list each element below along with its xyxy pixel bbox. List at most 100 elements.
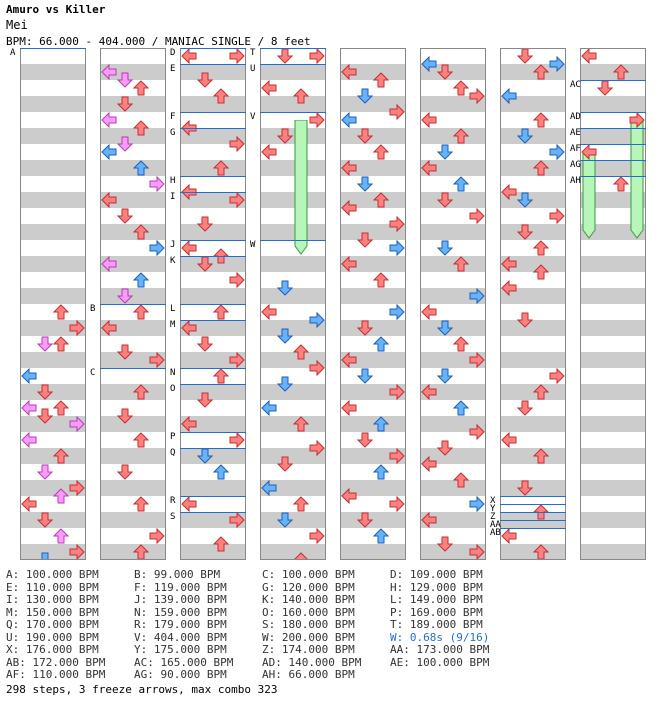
step-arrow-down	[196, 392, 214, 412]
beat-band	[340, 96, 406, 112]
step-arrow-left	[341, 63, 357, 84]
bpm-change-line	[500, 512, 566, 513]
beat-band	[500, 224, 566, 240]
step-arrow-up	[452, 176, 470, 196]
step-arrow-right	[389, 103, 405, 124]
step-arrow-up	[132, 432, 150, 452]
beat-band	[20, 288, 86, 304]
step-arrow-right	[149, 351, 165, 372]
step-arrow-up	[372, 336, 390, 356]
beat-band	[20, 352, 86, 368]
bpm-change-line	[260, 48, 326, 49]
beat-band	[500, 64, 566, 80]
bpm-change-line	[260, 64, 326, 65]
bpm-change-label: AC	[570, 80, 581, 90]
beat-band	[580, 320, 646, 336]
beat-band	[500, 160, 566, 176]
step-arrow-up	[532, 264, 550, 284]
step-arrow-up	[212, 368, 230, 388]
step-arrow-left	[501, 279, 517, 300]
step-arrow-down	[276, 48, 294, 68]
step-arrow-right	[469, 543, 485, 560]
beat-band	[180, 448, 246, 464]
beat-band	[500, 192, 566, 208]
step-arrow-down	[356, 368, 374, 388]
bpm-change-line	[180, 432, 246, 433]
step-arrow-left	[501, 255, 517, 276]
bpm-entry: I: 130.000 BPM	[6, 593, 99, 606]
beat-band	[500, 544, 566, 560]
chart-summary: 298 steps, 3 freeze arrows, max combo 32…	[6, 683, 278, 696]
step-arrow-right	[309, 111, 325, 132]
bpm-entry: AG: 90.000 BPM	[134, 668, 227, 681]
bpm-entry: W: 0.68s (9/16)	[390, 630, 490, 644]
beat-band	[180, 512, 246, 528]
step-arrow-up	[292, 552, 310, 560]
step-arrow-left	[261, 303, 277, 324]
beat-band	[340, 416, 406, 432]
beat-band	[260, 128, 326, 144]
step-arrow-left	[101, 191, 117, 212]
bpm-entry: AC: 165.000 BPM	[134, 655, 234, 669]
bpm-entry: AH: 66.000 BPM	[262, 668, 355, 681]
beat-band	[420, 384, 486, 400]
step-arrow-up	[132, 120, 150, 140]
step-arrow-up	[452, 472, 470, 492]
beat-band	[260, 288, 326, 304]
beat-band	[260, 320, 326, 336]
beat-band	[340, 160, 406, 176]
step-arrow-up	[452, 400, 470, 420]
step-arrow-down	[276, 376, 294, 396]
bpm-change-line	[180, 368, 246, 369]
step-arrow-left	[181, 415, 197, 436]
step-arrow-up	[212, 304, 230, 324]
chart-column-3	[180, 48, 246, 560]
step-arrow-down	[356, 512, 374, 532]
beat-band	[420, 320, 486, 336]
beat-band	[500, 320, 566, 336]
beat-band	[180, 160, 246, 176]
step-arrow-up	[452, 128, 470, 148]
beat-band	[260, 480, 326, 496]
bpm-change-label: V	[250, 112, 256, 122]
step-arrow-right	[229, 191, 245, 212]
step-arrow-up	[292, 496, 310, 516]
step-arrow-up	[132, 224, 150, 244]
step-arrow-up	[132, 544, 150, 560]
bpm-entry: Q: 170.000 BPM	[6, 618, 99, 631]
step-arrow-down	[116, 208, 134, 228]
step-arrow-down	[436, 536, 454, 556]
step-arrow-down	[36, 408, 54, 428]
bpm-change-line	[180, 448, 246, 449]
bpm-entry: AF: 110.000 BPM	[6, 668, 106, 681]
step-arrow-down	[276, 328, 294, 348]
bpm-change-line	[180, 496, 246, 497]
beat-band	[580, 384, 646, 400]
beat-band	[20, 64, 86, 80]
step-arrow-down	[276, 128, 294, 148]
step-arrow-down	[356, 128, 374, 148]
bpm-change-label: O	[170, 384, 176, 394]
bpm-change-line	[100, 304, 166, 305]
beat-band	[500, 96, 566, 112]
step-arrow-right	[469, 287, 485, 308]
beat-band	[340, 320, 406, 336]
bpm-change-line	[580, 80, 646, 81]
beat-band	[500, 128, 566, 144]
bpm-change-line	[500, 520, 566, 521]
step-arrow-left	[341, 255, 357, 276]
beat-band	[180, 96, 246, 112]
bpm-change-label: AH	[570, 176, 581, 186]
step-arrow-down	[196, 256, 214, 276]
bpm-change-label: C	[90, 368, 96, 378]
bpm-change-line	[500, 504, 566, 505]
step-arrow-left	[501, 527, 517, 548]
beat-band	[500, 288, 566, 304]
step-arrow-up	[372, 416, 390, 436]
beat-band	[100, 320, 166, 336]
beat-band	[340, 288, 406, 304]
step-arrow-up	[292, 88, 310, 108]
beat-band	[20, 512, 86, 528]
step-arrow-up	[132, 304, 150, 324]
step-arrow-down	[116, 344, 134, 364]
